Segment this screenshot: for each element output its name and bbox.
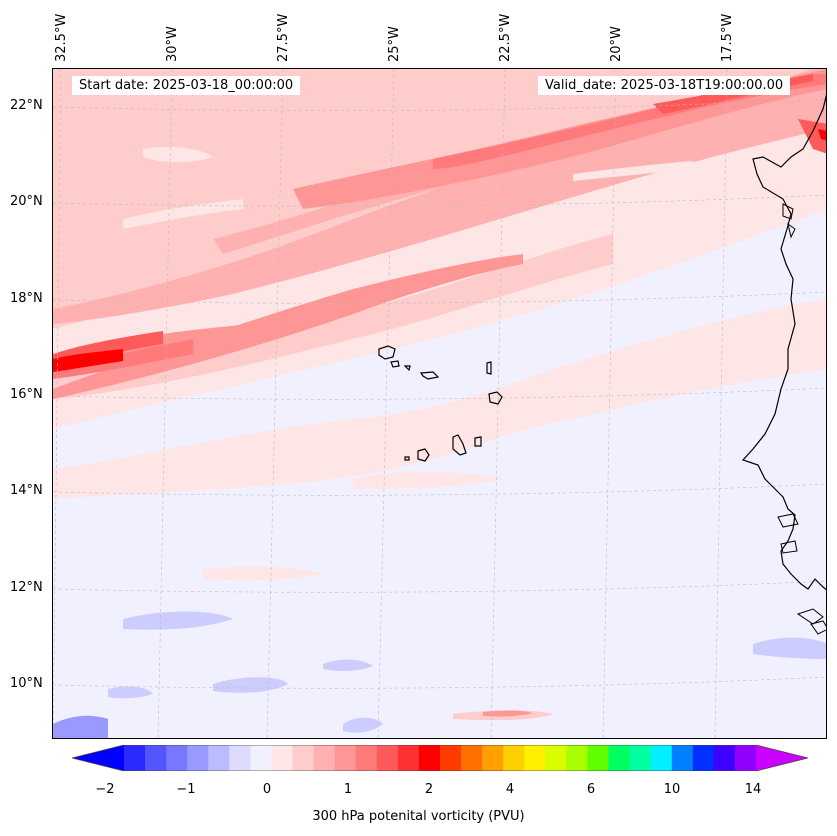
colorbar-swatch — [608, 745, 631, 771]
lat-label-20n: 20°N — [10, 194, 43, 209]
colorbar-swatch — [166, 745, 188, 771]
colorbar-swatch — [440, 745, 462, 771]
cbar-tick-6: 6 — [586, 782, 596, 797]
colorbar-swatch — [355, 745, 378, 771]
cbar-tick-2: 2 — [424, 782, 434, 797]
cbar-tick-minus1: −1 — [176, 782, 196, 797]
colorbar-swatch — [397, 745, 420, 771]
valid-date-label: Valid_date: 2025-03-18T19:00:00.00 — [538, 76, 791, 95]
cbar-tick-minus2: −2 — [95, 782, 115, 797]
pv-map — [52, 68, 827, 739]
colorbar-swatch — [208, 745, 230, 771]
cbar-tick-0: 0 — [262, 782, 272, 797]
cbar-tick-10: 10 — [663, 782, 681, 797]
cbar-tick-1: 1 — [343, 782, 353, 797]
lon-label-20w: 20°W — [609, 26, 624, 62]
pv-contour-field — [53, 69, 826, 738]
colorbar-swatch — [313, 745, 336, 771]
colorbar-swatch — [566, 745, 588, 771]
colorbar-swatch — [734, 745, 757, 771]
colorbar-extend-high — [756, 745, 808, 771]
africa-coastline — [741, 94, 826, 591]
colorbar-swatch — [334, 745, 357, 771]
colorbar-swatch — [482, 745, 504, 771]
colorbar-swatch — [524, 745, 546, 771]
colorbar-swatch — [124, 745, 146, 771]
colorbar-swatch — [187, 745, 209, 771]
colorbar-swatch — [650, 745, 673, 771]
colorbar-swatch — [250, 745, 272, 771]
lat-label-22n: 22°N — [10, 98, 43, 113]
colorbar-swatch — [692, 745, 715, 771]
lat-label-12n: 12°N — [10, 580, 43, 595]
colorbar — [72, 745, 808, 771]
lon-label-17-5w: 17.5°W — [720, 13, 735, 62]
start-date-label: Start date: 2025-03-18_00:00:00 — [72, 76, 301, 95]
lon-label-27-5w: 27.5°W — [276, 13, 291, 62]
lon-label-22-5w: 22.5°W — [498, 13, 513, 62]
lon-label-25w: 25°W — [387, 26, 402, 62]
colorbar-swatch — [671, 745, 694, 771]
colorbar-swatch — [229, 745, 251, 771]
colorbar-swatch — [503, 745, 525, 771]
colorbar-swatch — [461, 745, 483, 771]
lat-label-14n: 14°N — [10, 483, 43, 498]
colorbar-title: 300 hPa potenital vorticity (PVU) — [312, 809, 525, 824]
colorbar-extend-low — [72, 745, 124, 771]
cbar-tick-4: 4 — [505, 782, 515, 797]
colorbar-swatch — [587, 745, 610, 771]
cbar-tick-14: 14 — [744, 782, 762, 797]
colorbar-swatch — [271, 745, 294, 771]
colorbar-swatch — [376, 745, 399, 771]
colorbar-swatch — [713, 745, 736, 771]
lat-label-10n: 10°N — [10, 676, 43, 691]
colorbar-swatch — [292, 745, 315, 771]
colorbar-swatch — [545, 745, 567, 771]
lon-label-30w: 30°W — [165, 26, 180, 62]
lat-label-18n: 18°N — [10, 291, 43, 306]
cape-verde-islands — [378, 345, 503, 462]
colorbar-swatch — [629, 745, 652, 771]
colorbar-swatch — [145, 745, 167, 771]
colorbar-swatch — [418, 745, 441, 771]
lon-label-32-5w: 32.5°W — [54, 13, 69, 62]
lat-label-16n: 16°N — [10, 387, 43, 402]
